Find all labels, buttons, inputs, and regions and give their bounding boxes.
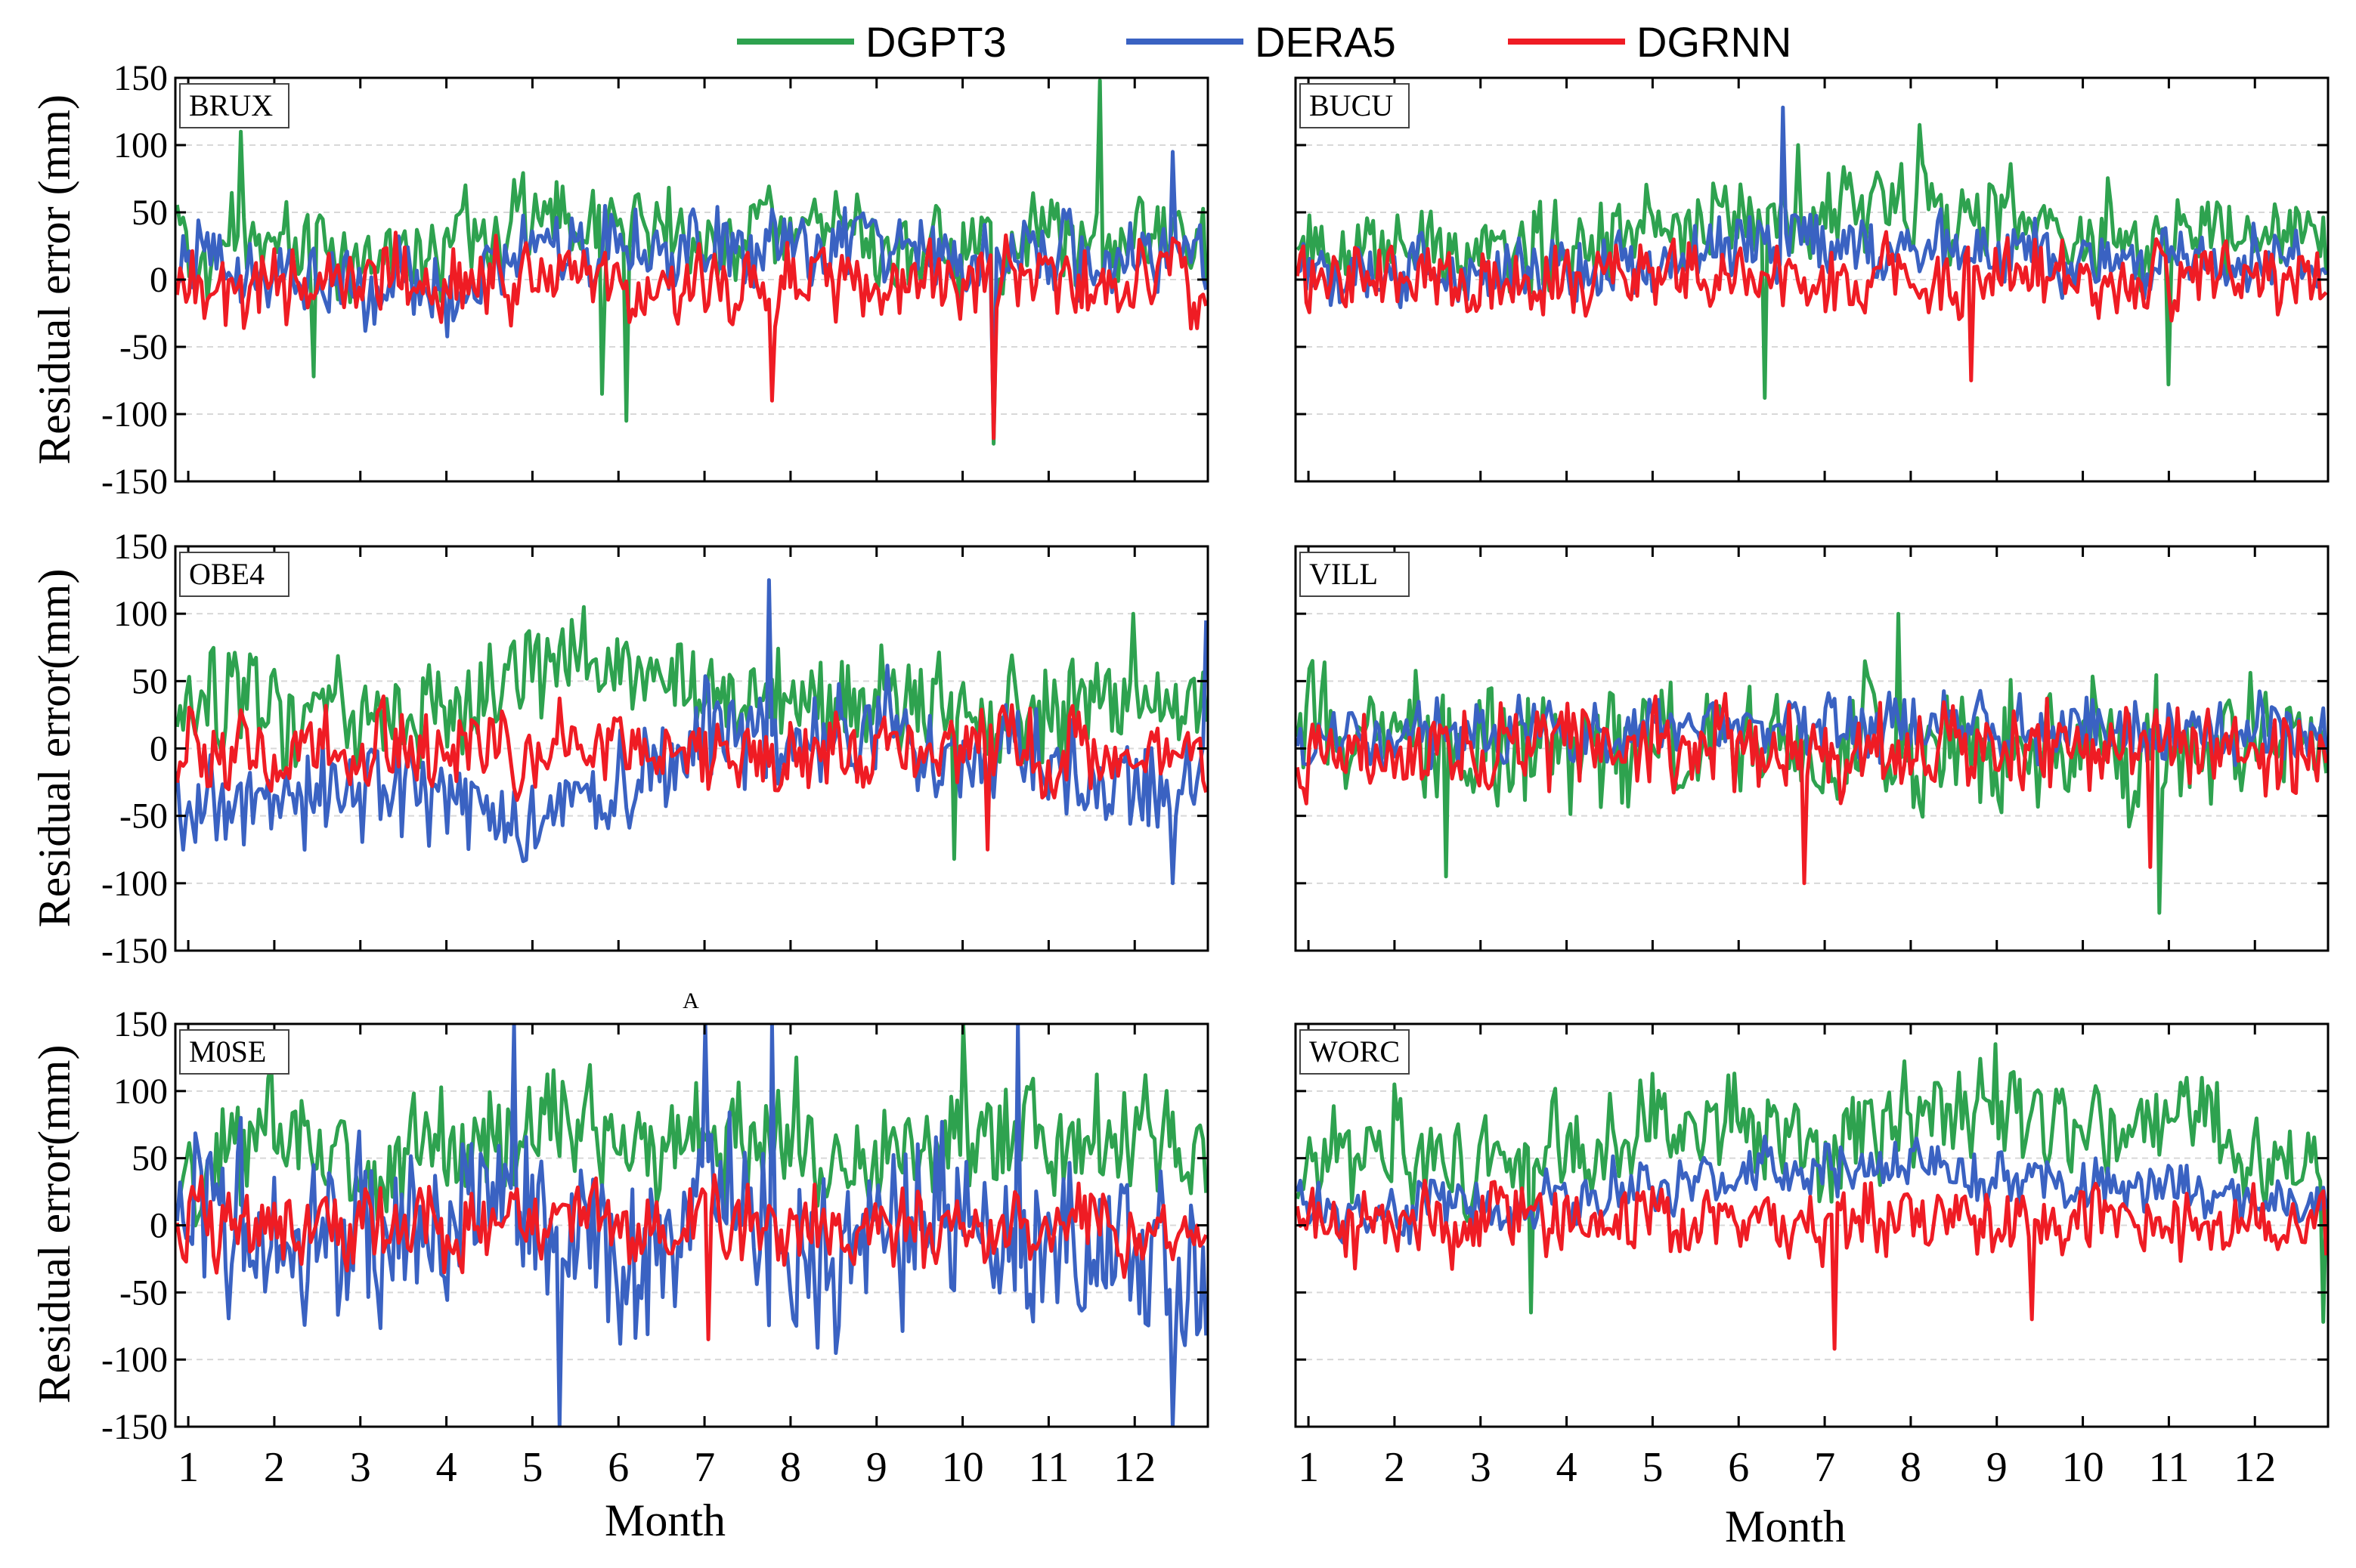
y-tick-label: -50 bbox=[119, 327, 168, 367]
y-tick-label: -100 bbox=[101, 1340, 168, 1380]
x-tick-label: 4 bbox=[1556, 1444, 1577, 1491]
x-axis-title-left: Month bbox=[605, 1495, 726, 1545]
x-tick-label: 6 bbox=[608, 1444, 629, 1491]
station-label-vill: VILL bbox=[1309, 557, 1378, 591]
series-line-dgrnn-brux bbox=[175, 230, 1208, 441]
x-tick-label: 9 bbox=[866, 1444, 887, 1491]
series-line-dgrnn-m0se bbox=[175, 1173, 1208, 1341]
y-tick-label: 150 bbox=[113, 527, 168, 567]
legend-label-dgrnn: DGRNN bbox=[1636, 18, 1791, 66]
y-tick-label: 100 bbox=[113, 125, 168, 165]
y-axis-title-row-1: Residual error (mm) bbox=[29, 94, 79, 465]
series-line-dgrnn-vill bbox=[1296, 691, 2328, 886]
y-tick-label: -50 bbox=[119, 796, 168, 837]
y-tick-label: 0 bbox=[150, 1206, 168, 1246]
y-tick-label: -150 bbox=[101, 462, 168, 502]
x-tick-label: 4 bbox=[436, 1444, 457, 1491]
x-tick-label: 11 bbox=[1028, 1444, 1069, 1491]
x-tick-label: 8 bbox=[780, 1444, 801, 1491]
stray-label: A bbox=[683, 988, 699, 1013]
station-label-brux: BRUX bbox=[189, 88, 273, 122]
station-label-box bbox=[1299, 83, 1410, 128]
y-tick-label: 50 bbox=[132, 1139, 168, 1179]
x-axis-title-right: Month bbox=[1725, 1502, 1846, 1551]
station-label-box bbox=[1299, 552, 1410, 597]
station-label-box bbox=[1299, 1029, 1410, 1075]
x-tick-label: 7 bbox=[1814, 1444, 1835, 1491]
y-axis-title-row-2: Residual error(mm) bbox=[29, 569, 79, 928]
x-tick-label: 9 bbox=[1986, 1444, 2008, 1491]
series-line-dgrnn-obe4 bbox=[175, 694, 1208, 852]
station-label-worc: WORC bbox=[1309, 1035, 1400, 1069]
series-line-dgrnn-bucu bbox=[1296, 230, 2328, 382]
x-tick-label: 8 bbox=[1900, 1444, 1921, 1491]
x-tick-label: 11 bbox=[2148, 1444, 2189, 1491]
station-label-box bbox=[179, 83, 289, 128]
station-label-obe4: OBE4 bbox=[189, 557, 265, 591]
y-tick-label: 50 bbox=[132, 661, 168, 701]
panel-bucu: BUCU bbox=[1294, 76, 2330, 483]
panel-brux: 150 100 50 0 -50 -100 -150 BRUX bbox=[101, 58, 1209, 502]
station-label-m0se: M0SE bbox=[189, 1035, 266, 1069]
panel-obe4: 150 100 50 0 -50 -100 -150 OBE4 bbox=[101, 527, 1209, 971]
x-tick-label: 7 bbox=[694, 1444, 715, 1491]
y-tick-label: 0 bbox=[150, 729, 168, 769]
y-tick-label: 50 bbox=[132, 193, 168, 233]
x-tick-label: 2 bbox=[264, 1444, 285, 1491]
legend-label-dgpt3: DGPT3 bbox=[865, 18, 1007, 66]
station-label-box bbox=[179, 552, 289, 597]
y-tick-label: -100 bbox=[101, 394, 168, 435]
y-tick-label: 100 bbox=[113, 1072, 168, 1112]
x-tick-label: 6 bbox=[1728, 1444, 1749, 1491]
y-tick-label: -150 bbox=[101, 931, 168, 971]
x-tick-label: 10 bbox=[942, 1444, 984, 1491]
y-tick-label: -50 bbox=[119, 1273, 168, 1313]
x-tick-label: 3 bbox=[1470, 1444, 1491, 1491]
panel-vill: VILL bbox=[1294, 545, 2330, 952]
x-tick-label: 3 bbox=[350, 1444, 371, 1491]
legend-label-dera5: DERA5 bbox=[1255, 18, 1396, 66]
station-label-box bbox=[179, 1029, 289, 1075]
series-line-dgpt3-m0se bbox=[175, 1024, 1208, 1228]
y-tick-label: -150 bbox=[101, 1407, 168, 1447]
y-tick-label: 150 bbox=[113, 58, 168, 98]
series-line-dera5-worc bbox=[1296, 1134, 2328, 1245]
x-tick-label: 5 bbox=[1642, 1444, 1663, 1491]
x-tick-label: 12 bbox=[2234, 1444, 2276, 1491]
x-tick-label: 12 bbox=[1113, 1444, 1156, 1491]
station-label-bucu: BUCU bbox=[1309, 88, 1393, 122]
x-tick-label: 1 bbox=[1298, 1444, 1319, 1491]
x-tick-label: 1 bbox=[178, 1444, 199, 1491]
x-tick-label: 10 bbox=[2062, 1444, 2104, 1491]
y-axis-title-row-3: Residual error(mm) bbox=[29, 1045, 79, 1404]
y-tick-label: 0 bbox=[150, 260, 168, 300]
series-line-dgrnn-worc bbox=[1296, 1178, 2328, 1351]
x-tick-label: 2 bbox=[1384, 1444, 1405, 1491]
series-line-dera5-bucu bbox=[1296, 105, 2328, 310]
legend: DGPT3 DERA5 DGRNN bbox=[737, 18, 1791, 66]
x-tick-label: 5 bbox=[522, 1444, 543, 1491]
series-line-dgpt3-worc bbox=[1296, 1042, 2328, 1324]
y-tick-label: 150 bbox=[113, 1004, 168, 1044]
y-tick-label: 100 bbox=[113, 594, 168, 634]
y-tick-label: -100 bbox=[101, 864, 168, 904]
